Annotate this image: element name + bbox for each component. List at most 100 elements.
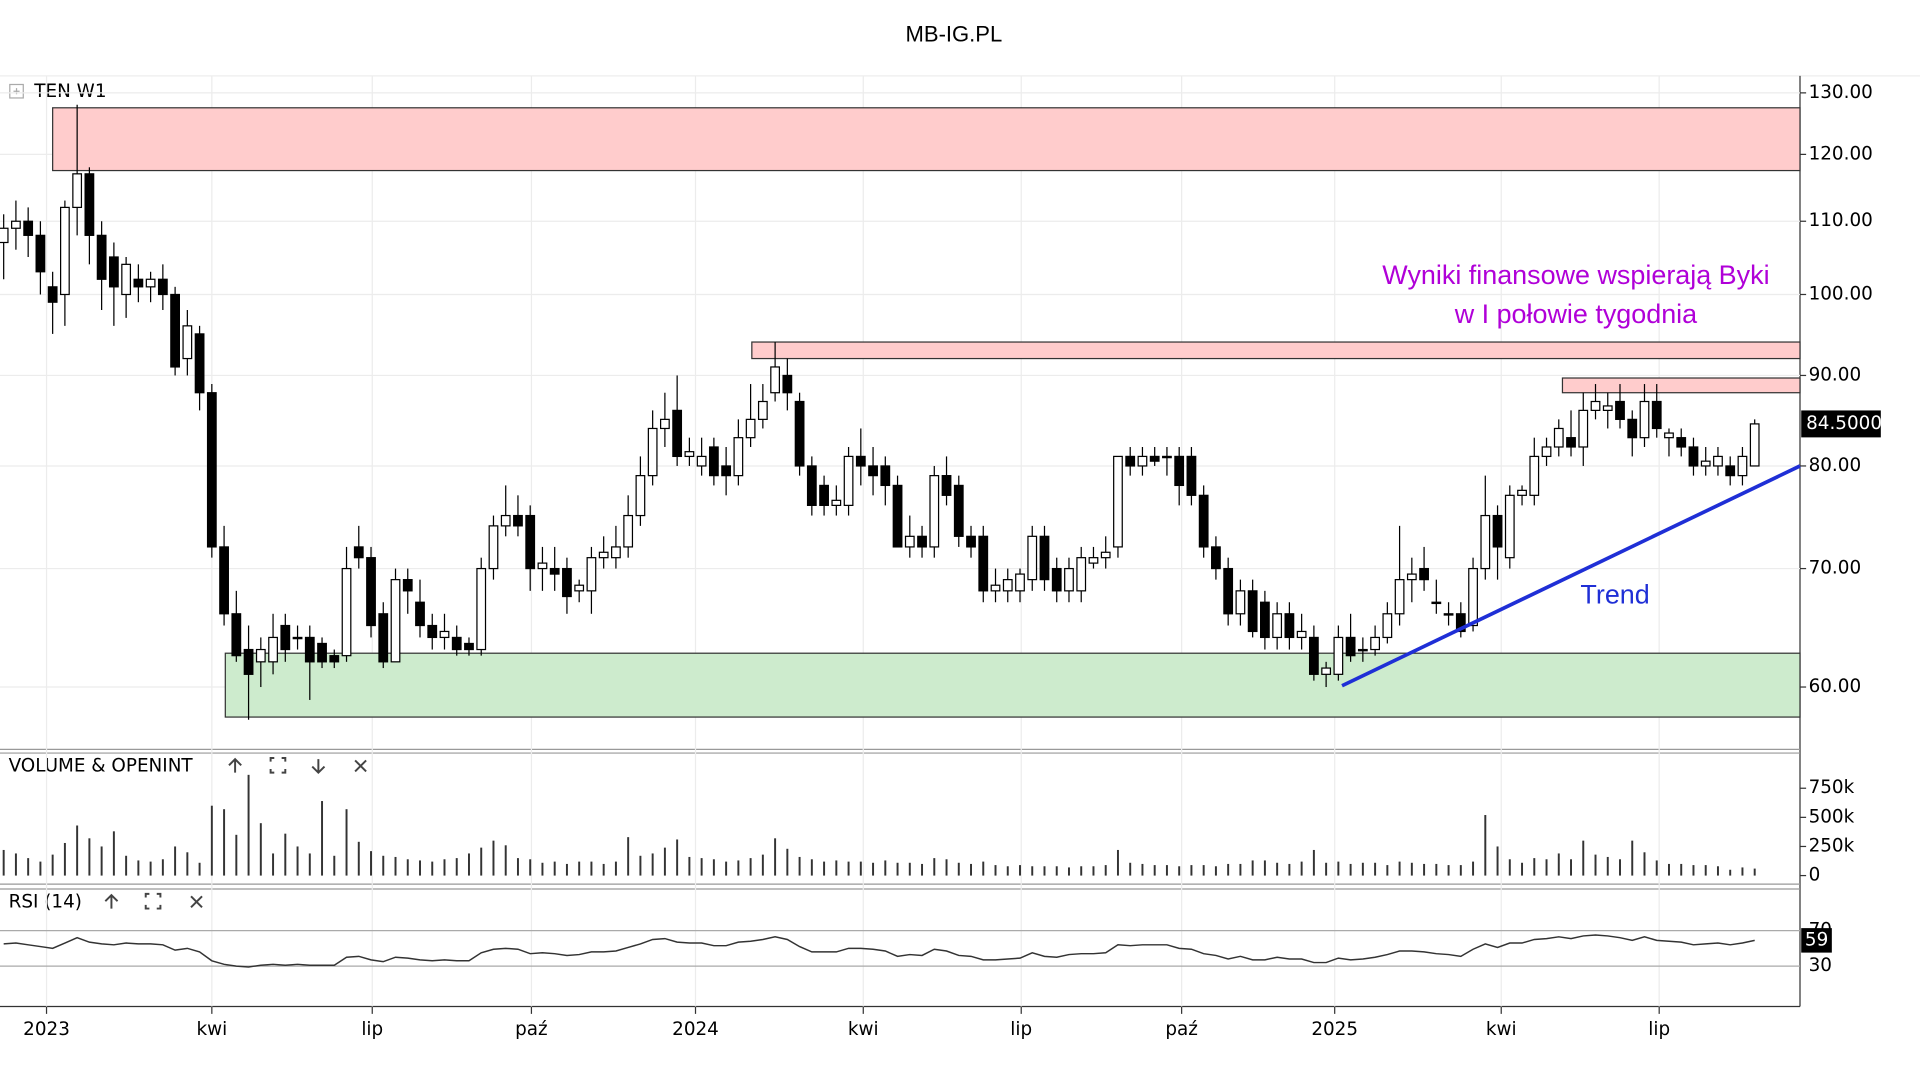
candle-body bbox=[170, 293, 180, 368]
candle-body bbox=[1345, 636, 1356, 657]
candle-body bbox=[292, 636, 303, 640]
x-tick-label: lip bbox=[361, 1019, 383, 1040]
candle-body bbox=[684, 451, 695, 458]
candle-body bbox=[1517, 489, 1527, 496]
volume-bar bbox=[137, 860, 140, 876]
candle-body bbox=[1713, 455, 1723, 467]
candle-body bbox=[390, 579, 401, 663]
candle-body bbox=[1664, 432, 1674, 439]
candle-body bbox=[757, 400, 768, 420]
candle-body bbox=[1615, 400, 1625, 420]
candle-body bbox=[1504, 494, 1515, 559]
volume-bar bbox=[1398, 861, 1401, 876]
volume-bar bbox=[872, 862, 875, 876]
candle-body bbox=[121, 263, 132, 296]
panel-label: RSI (14) bbox=[9, 891, 82, 912]
candle-body bbox=[1051, 567, 1062, 592]
candle-body bbox=[268, 636, 278, 663]
volume-bar bbox=[590, 861, 593, 876]
volume-bar bbox=[1619, 859, 1621, 876]
candle-body bbox=[1002, 579, 1013, 592]
volume-bar bbox=[1668, 863, 1670, 876]
candle-body bbox=[1162, 455, 1172, 459]
x-tick-label: paź bbox=[515, 1019, 548, 1040]
candle-body bbox=[1100, 551, 1111, 559]
candle-body bbox=[904, 535, 915, 548]
candle-body bbox=[868, 465, 878, 477]
volume-bar bbox=[1496, 846, 1499, 876]
x-tick-label: kwi bbox=[1486, 1019, 1517, 1040]
candle-body bbox=[929, 475, 940, 548]
candle-body bbox=[341, 567, 352, 657]
volume-bar bbox=[468, 853, 470, 876]
candle-body bbox=[1480, 514, 1491, 570]
zone bbox=[224, 652, 1801, 718]
volume-bar bbox=[651, 853, 654, 876]
volume-bar bbox=[1692, 865, 1695, 876]
volume-bar bbox=[810, 859, 813, 876]
volume-bar bbox=[100, 846, 103, 876]
candle-body bbox=[47, 286, 58, 303]
y-tick-label: 0 bbox=[1809, 865, 1821, 886]
volume-bar bbox=[1643, 852, 1646, 876]
volume-bar bbox=[798, 856, 801, 876]
candle-body bbox=[488, 525, 499, 570]
volume-bar bbox=[1423, 863, 1426, 876]
volume-bar bbox=[1239, 863, 1242, 876]
volume-bar bbox=[1484, 815, 1487, 876]
volume-bar bbox=[933, 858, 936, 876]
candle-body bbox=[182, 325, 193, 360]
candle-body bbox=[231, 613, 242, 657]
volume-bar bbox=[88, 838, 91, 876]
candle-body bbox=[831, 499, 842, 506]
volume-bar bbox=[639, 855, 642, 876]
candle-body bbox=[1639, 400, 1650, 439]
candle-body bbox=[1260, 601, 1270, 639]
rsi-line bbox=[3, 934, 1755, 968]
candle-body bbox=[978, 535, 989, 592]
volume-bar bbox=[614, 861, 617, 876]
volume-bar bbox=[1092, 866, 1095, 876]
volume-bar bbox=[149, 861, 152, 876]
volume-bar bbox=[1190, 865, 1193, 876]
price-label: 84.5000 bbox=[1806, 413, 1882, 434]
volume-bar bbox=[1080, 866, 1083, 876]
candle-body bbox=[304, 636, 315, 663]
candle-body bbox=[1308, 636, 1319, 675]
candle-body bbox=[1223, 567, 1234, 615]
y-tick-label: 130.00 bbox=[1809, 82, 1873, 103]
candle-body bbox=[439, 630, 450, 639]
candle-body bbox=[255, 648, 266, 663]
candle-body bbox=[953, 484, 964, 537]
candle-body bbox=[415, 601, 425, 627]
candle-body bbox=[990, 584, 1001, 592]
volume-bar bbox=[1631, 840, 1634, 876]
volume-bar bbox=[749, 858, 752, 876]
expand-icon[interactable] bbox=[9, 83, 24, 99]
volume-bar bbox=[1349, 863, 1352, 876]
volume-bar bbox=[419, 860, 421, 876]
candle-body bbox=[243, 648, 254, 675]
candle-body bbox=[696, 455, 707, 467]
candle-body bbox=[1602, 405, 1613, 411]
x-tick-label: lip bbox=[1010, 1019, 1032, 1040]
x-tick-label: 2023 bbox=[23, 1019, 70, 1040]
candle-body bbox=[1284, 613, 1295, 639]
candle-body bbox=[1676, 437, 1687, 448]
candle-body bbox=[1039, 535, 1050, 581]
annotation: Wyniki finansowe wspierają Byki bbox=[1382, 260, 1769, 290]
volume-bar bbox=[1582, 840, 1585, 876]
candle-body bbox=[635, 475, 646, 517]
volume-bar bbox=[700, 858, 703, 876]
volume-bar bbox=[823, 861, 826, 876]
price-label-bg bbox=[1801, 410, 1881, 438]
candle-body bbox=[1186, 455, 1197, 496]
panel-controls[interactable] bbox=[104, 756, 367, 910]
volume-bar bbox=[1472, 861, 1475, 876]
candle-body bbox=[1088, 557, 1099, 564]
candle-body bbox=[366, 557, 376, 627]
volume-bar bbox=[1031, 866, 1034, 876]
volume-bar bbox=[186, 852, 189, 876]
